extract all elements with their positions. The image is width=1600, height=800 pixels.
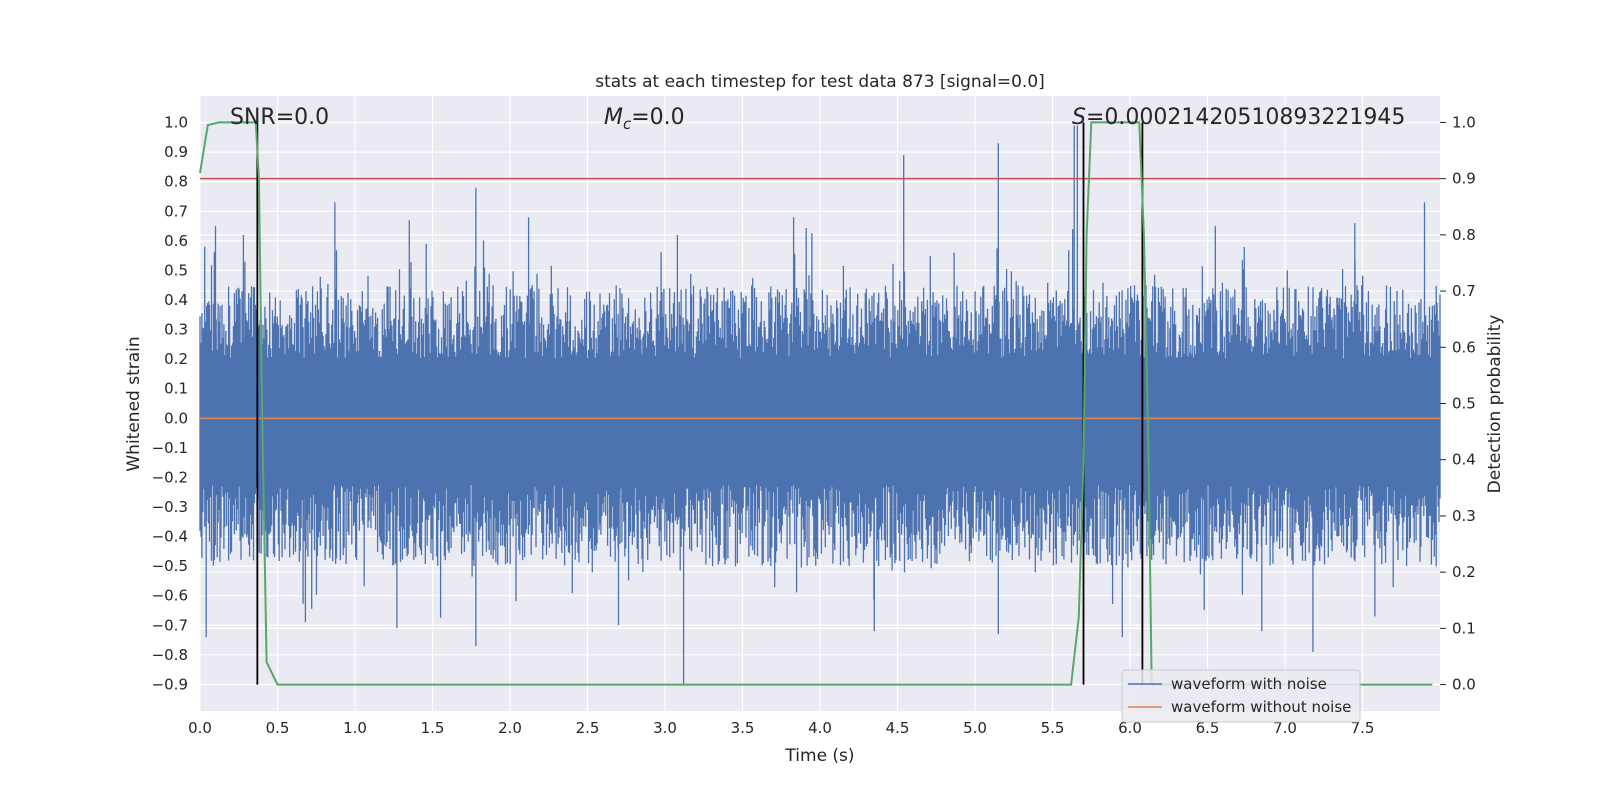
detection-probability-line — [199, 121, 1433, 686]
y-tick-label: 0.0 — [164, 409, 188, 427]
y-right-tick-label: 0.0 — [1452, 676, 1476, 694]
y-tick-label: 1.0 — [164, 114, 188, 132]
series-waveform-with-noise — [199, 125, 1441, 685]
x-tick-label: 7.0 — [1273, 719, 1297, 737]
y-axis-right-label: Detection probability — [1485, 315, 1505, 494]
chirp-mass-annotation: Mc=0.0 — [604, 105, 685, 133]
legend: waveform with noise waveform without noi… — [1121, 669, 1361, 723]
y-axis-right-ticks: 0.0 0.1 0.2 0.3 0.4 0.5 0.6 0.7 0.8 0.9 1.0 — [1440, 113, 1476, 694]
x-tick-label: 0.5 — [266, 719, 290, 737]
x-tick-label: 6.0 — [1118, 719, 1142, 737]
x-tick-label: 5.0 — [963, 719, 987, 737]
y-tick-label: −0.4 — [152, 528, 188, 546]
y-right-tick-label: 0.1 — [1452, 619, 1476, 637]
chirp-mass-subscript: c — [623, 115, 632, 133]
y-right-tick-label: 0.9 — [1452, 170, 1476, 188]
y-tick-label: 0.2 — [164, 350, 188, 368]
y-tick-label: 0.1 — [164, 380, 188, 398]
x-tick-label: 3.5 — [731, 719, 755, 737]
x-tick-label: 1.0 — [343, 719, 367, 737]
x-tick-label: 4.0 — [808, 719, 832, 737]
chirp-mass-value: =0.0 — [631, 105, 684, 130]
y-right-tick-label: 0.2 — [1452, 563, 1476, 581]
s-annotation: S=0.00021420510893221945 — [1072, 105, 1405, 130]
y-tick-label: −0.7 — [152, 616, 188, 634]
chart-title: stats at each timestep for test data 873… — [595, 72, 1045, 92]
y-right-tick-label: 0.4 — [1452, 451, 1476, 469]
x-tick-label: 1.5 — [421, 719, 445, 737]
x-tick-label: 6.5 — [1196, 719, 1220, 737]
x-tick-label: 4.5 — [886, 719, 910, 737]
y-tick-label: 0.7 — [164, 202, 188, 220]
legend-label-noise: waveform with noise — [1171, 675, 1327, 693]
y-right-tick-label: 0.8 — [1452, 226, 1476, 244]
y-tick-label: 0.3 — [164, 321, 188, 339]
x-tick-label: 7.5 — [1351, 719, 1375, 737]
y-axis-ticks: −0.9 −0.8 −0.7 −0.6 −0.5 −0.4 −0.3 −0.2 −0.1 0.0 0… — [152, 114, 188, 694]
legend-label-clean: waveform without noise — [1171, 698, 1351, 716]
chirp-mass-symbol: M — [604, 105, 623, 130]
y-right-tick-label: 1.0 — [1452, 113, 1476, 131]
y-tick-label: −0.9 — [152, 675, 188, 693]
snr-annotation: SNR=0.0 — [230, 105, 329, 130]
y-tick-label: −0.6 — [152, 587, 188, 605]
y-tick-label: −0.1 — [152, 439, 188, 457]
x-tick-label: 5.5 — [1041, 719, 1065, 737]
noise-waveform-line — [199, 125, 1441, 685]
y-tick-label: −0.3 — [152, 498, 188, 516]
x-axis-ticks: 0.0 0.5 1.0 1.5 2.0 2.5 3.0 3.5 4.0 4.5 5.0 5.5 6.0 6… — [188, 719, 1374, 737]
y-right-tick-label: 0.6 — [1452, 338, 1476, 356]
y-tick-label: −0.8 — [152, 646, 188, 664]
s-value: =0.00021420510893221945 — [1086, 105, 1405, 130]
y-right-tick-label: 0.3 — [1452, 507, 1476, 525]
s-symbol: S — [1072, 105, 1086, 130]
series-detection-probability — [199, 121, 1433, 686]
y-axis-label: Whitened strain — [124, 336, 144, 471]
x-axis-label: Time (s) — [784, 746, 854, 766]
x-tick-label: 0.0 — [188, 719, 212, 737]
y-tick-label: −0.5 — [152, 557, 188, 575]
y-tick-label: 0.5 — [164, 261, 188, 279]
x-tick-label: 3.0 — [653, 719, 677, 737]
y-right-tick-label: 0.5 — [1452, 395, 1476, 413]
y-tick-label: 0.9 — [164, 143, 188, 161]
x-tick-label: 2.0 — [498, 719, 522, 737]
y-tick-label: 0.8 — [164, 173, 188, 191]
x-tick-label: 2.5 — [576, 719, 600, 737]
y-tick-label: −0.2 — [152, 468, 188, 486]
legend-box — [1121, 669, 1361, 723]
y-right-tick-label: 0.7 — [1452, 282, 1476, 300]
y-tick-label: 0.6 — [164, 232, 188, 250]
y-tick-label: 0.4 — [164, 291, 188, 309]
